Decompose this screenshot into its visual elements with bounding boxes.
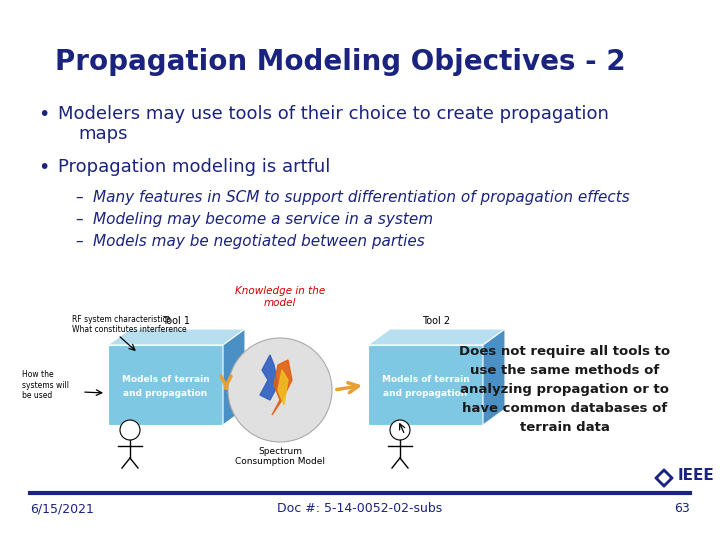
Text: –: – bbox=[75, 190, 83, 205]
Text: Does not require all tools to
use the same methods of
analyzing propagation or t: Does not require all tools to use the sa… bbox=[459, 345, 670, 434]
Text: Propagation Modeling Objectives - 2: Propagation Modeling Objectives - 2 bbox=[55, 48, 626, 76]
Polygon shape bbox=[278, 370, 288, 405]
Text: 6/15/2021: 6/15/2021 bbox=[30, 502, 94, 515]
Polygon shape bbox=[272, 360, 292, 415]
Polygon shape bbox=[108, 329, 245, 345]
Polygon shape bbox=[223, 329, 245, 425]
Text: •: • bbox=[38, 158, 50, 177]
Text: Modeling may become a service in a system: Modeling may become a service in a syste… bbox=[93, 212, 433, 227]
Text: RF system characteristics
What constitutes interference: RF system characteristics What constitut… bbox=[72, 315, 186, 334]
Text: Models of terrain: Models of terrain bbox=[122, 375, 210, 383]
Text: Knowledge in the
model: Knowledge in the model bbox=[235, 286, 325, 308]
Text: Spectrum
Consumption Model: Spectrum Consumption Model bbox=[235, 447, 325, 467]
Text: •: • bbox=[38, 105, 50, 124]
Text: Propagation modeling is artful: Propagation modeling is artful bbox=[58, 158, 330, 176]
Polygon shape bbox=[659, 473, 669, 483]
Text: Models may be negotiated between parties: Models may be negotiated between parties bbox=[93, 234, 425, 249]
Text: How the
systems will
be used: How the systems will be used bbox=[22, 370, 69, 400]
Circle shape bbox=[120, 420, 140, 440]
Text: and propagation: and propagation bbox=[383, 388, 467, 397]
Text: –: – bbox=[75, 212, 83, 227]
FancyBboxPatch shape bbox=[108, 345, 223, 425]
Polygon shape bbox=[260, 355, 278, 400]
Polygon shape bbox=[483, 329, 505, 425]
Text: Doc #: 5-14-0052-02-subs: Doc #: 5-14-0052-02-subs bbox=[277, 502, 443, 515]
Text: 63: 63 bbox=[674, 502, 690, 515]
Text: IEEE: IEEE bbox=[678, 468, 715, 483]
Text: Many features in SCM to support differentiation of propagation effects: Many features in SCM to support differen… bbox=[93, 190, 630, 205]
Text: –: – bbox=[75, 234, 83, 249]
Polygon shape bbox=[368, 329, 505, 345]
Text: Tool 2: Tool 2 bbox=[423, 316, 451, 326]
Polygon shape bbox=[655, 469, 673, 487]
Text: and propagation: and propagation bbox=[123, 388, 207, 397]
FancyBboxPatch shape bbox=[368, 345, 483, 425]
Text: Tool 1: Tool 1 bbox=[163, 316, 191, 326]
Text: Modelers may use tools of their choice to create propagation: Modelers may use tools of their choice t… bbox=[58, 105, 609, 123]
Circle shape bbox=[228, 338, 332, 442]
Text: Models of terrain: Models of terrain bbox=[382, 375, 469, 383]
Circle shape bbox=[390, 420, 410, 440]
Text: maps: maps bbox=[78, 125, 127, 143]
